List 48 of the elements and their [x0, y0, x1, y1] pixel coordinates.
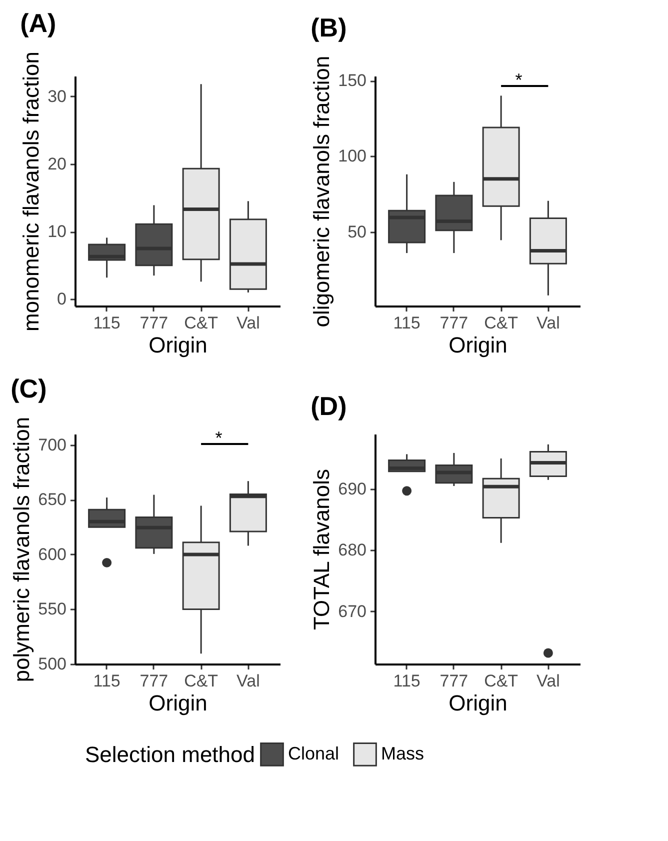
- y-tick-label: 700: [38, 435, 66, 454]
- y-axis-title: TOTAL flavanols: [309, 469, 334, 630]
- x-tick-label: 115: [393, 672, 420, 690]
- x-tick-label: C&T: [184, 672, 218, 690]
- x-tick-label: 115: [93, 314, 120, 332]
- y-axis-title: polymeric flavanols fraction: [9, 416, 34, 682]
- y-tick-label: 650: [38, 490, 66, 510]
- legend-label: Mass: [381, 743, 424, 764]
- chart-title: (B): [310, 12, 347, 42]
- x-tick-label: 777: [440, 314, 468, 332]
- x-tick-label: Val: [536, 672, 560, 690]
- x-tick-label: 115: [393, 314, 420, 332]
- y-tick-label: 30: [48, 86, 66, 106]
- y-tick-label: 500: [38, 654, 66, 674]
- x-tick-label: C&T: [184, 314, 218, 332]
- y-axis-title: monomeric flavanols fraction: [18, 51, 44, 332]
- x-axis-title: Origin: [148, 332, 208, 358]
- x-tick-label: 777: [440, 672, 468, 690]
- y-tick-label: 100: [338, 146, 366, 166]
- x-tick-label: Val: [236, 314, 260, 332]
- x-tick-label: Val: [536, 314, 560, 332]
- y-axis-title: oligomeric flavanols fraction: [309, 56, 334, 328]
- x-tick-label: 115: [93, 672, 120, 690]
- y-tick-label: 20: [48, 154, 66, 174]
- chart-title: (D): [310, 391, 347, 421]
- x-tick-label: C&T: [484, 672, 518, 690]
- x-axis-title: Origin: [148, 690, 208, 716]
- y-tick-label: 50: [348, 222, 366, 242]
- y-tick-label: 0: [57, 290, 66, 309]
- y-tick-label: 150: [338, 71, 366, 90]
- chart-title: (A): [20, 8, 56, 38]
- y-tick-label: 600: [38, 544, 66, 564]
- chart-title: (C): [10, 373, 47, 404]
- y-tick-label: 690: [338, 480, 366, 499]
- x-tick-label: 777: [140, 314, 168, 332]
- annotation: *: [515, 70, 522, 90]
- legend-label: Clonal: [288, 743, 340, 764]
- y-tick-label: 550: [38, 600, 66, 619]
- y-tick-label: 10: [48, 222, 66, 242]
- y-tick-label: 670: [338, 602, 366, 621]
- x-tick-label: 777: [140, 672, 168, 690]
- x-tick-label: Val: [236, 672, 260, 690]
- x-axis-title: Origin: [448, 332, 508, 358]
- annotation: *: [215, 428, 222, 448]
- x-axis-title: Origin: [448, 690, 508, 716]
- x-tick-label: C&T: [484, 314, 518, 332]
- legend-title: Selection method: [85, 742, 255, 767]
- y-tick-label: 680: [338, 540, 366, 560]
